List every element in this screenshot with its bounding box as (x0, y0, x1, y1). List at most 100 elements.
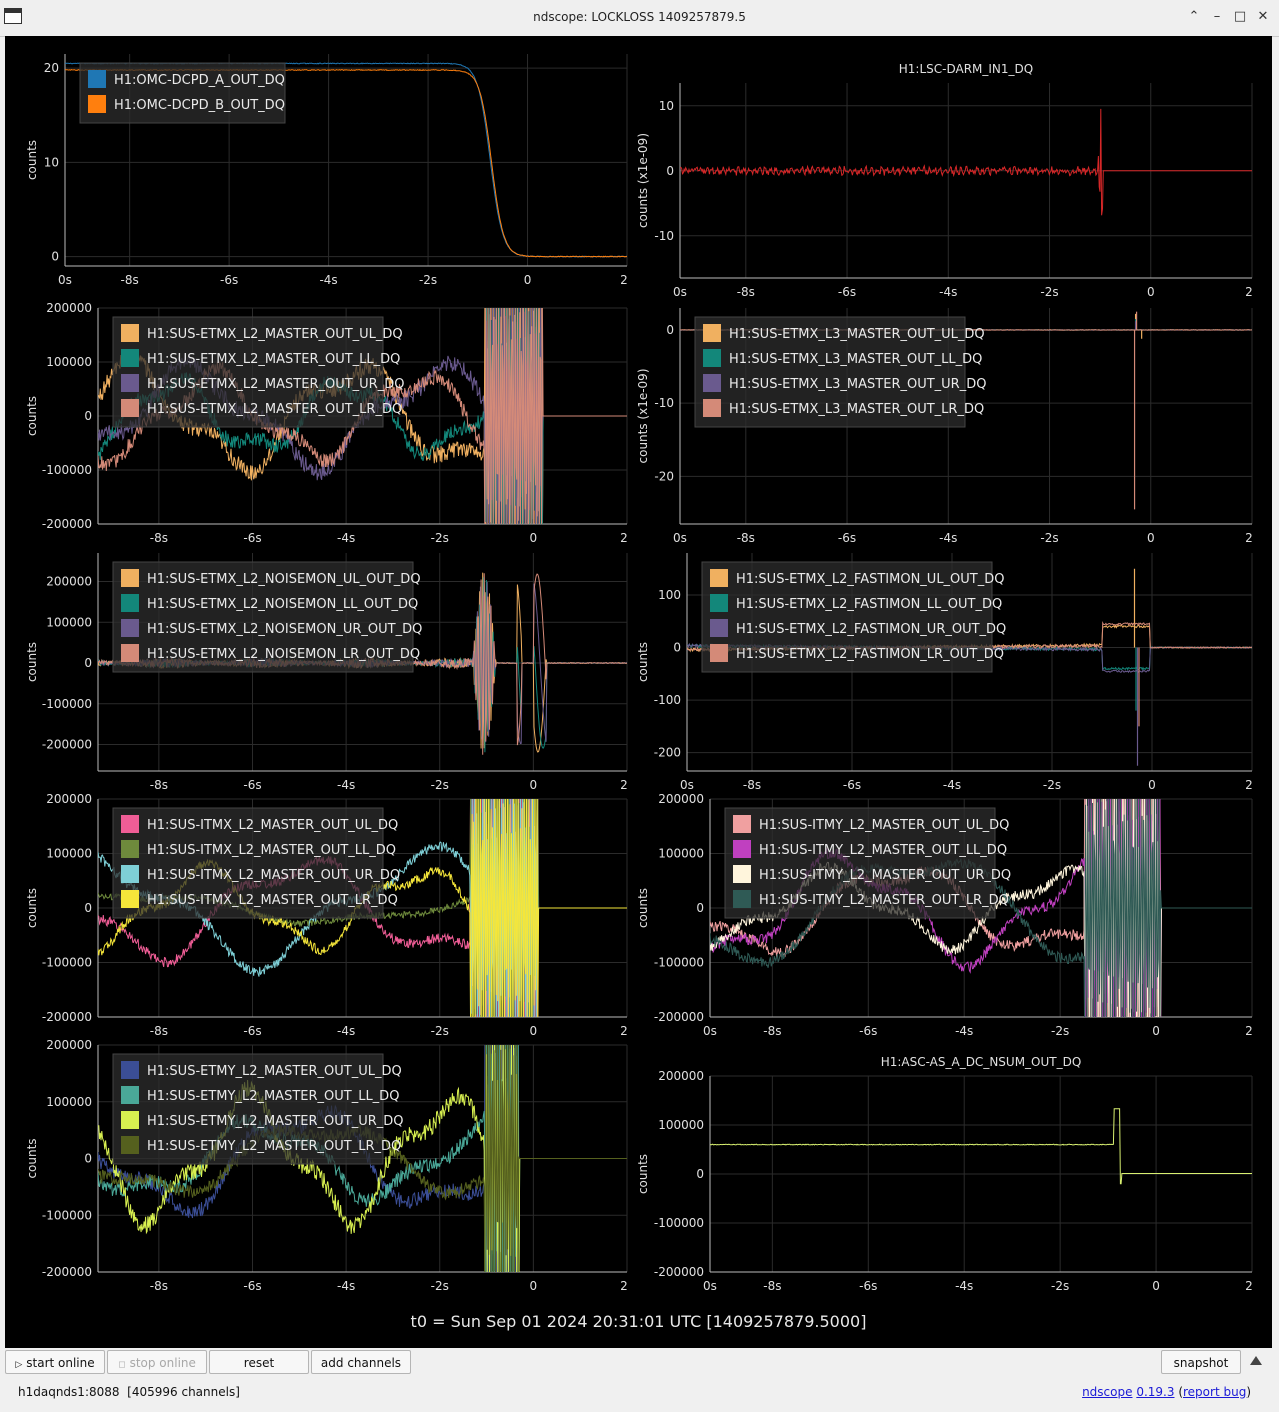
plot-title: H1:LSC-DARM_IN1_DQ (899, 62, 1033, 76)
x-tick-label: -6s (220, 273, 238, 287)
snapshot-button[interactable]: snapshot (1161, 1350, 1241, 1374)
legend-swatch (121, 840, 139, 858)
y-tick-label: 10 (44, 155, 59, 169)
y-tick-label: -200000 (654, 1010, 704, 1024)
plot-6[interactable]: -200 -100 0 100 0s -8s -6s -4s -2s 0 2 counts H1:SUS… (636, 553, 1253, 792)
report-bug-link[interactable]: report bug (1183, 1385, 1247, 1399)
legend-swatch (88, 70, 106, 88)
y-tick-label: 100000 (46, 847, 92, 861)
x-tick-label: -4s (337, 1024, 355, 1038)
shade-window-button[interactable]: ⌃ (1188, 9, 1200, 24)
legend-label: H1:SUS-ETMX_L3_MASTER_OUT_UL_DQ (729, 327, 985, 342)
legend-swatch (703, 374, 721, 392)
snapshot-menu-arrow-icon[interactable] (1250, 1356, 1262, 1365)
legend-swatch (121, 1111, 139, 1129)
plot-1[interactable]: 0 10 20 0s -8s -6s -4s -2s 0 2 counts H1:OMC-DCPD_A… (25, 54, 628, 287)
plot-9[interactable]: -200000 -100000 0 100000 200000 -8s -6s -4s -2s 0… (25, 1011, 628, 1306)
plot-5[interactable]: -200000 -100000 0 100000 200000 -8s -6s -4s -2s 0… (25, 553, 628, 792)
y-tick-label: -200000 (654, 1265, 704, 1279)
x-tick-label: -8s (150, 1279, 168, 1293)
plot-area[interactable]: 0 10 20 0s -8s -6s -4s -2s 0 2 counts H1:OMC-DCPD_A… (5, 36, 1272, 1348)
ndscope-link[interactable]: ndscope (1082, 1385, 1133, 1399)
x-tick-label: 0s (58, 273, 72, 287)
legend-swatch (121, 815, 139, 833)
legend-swatch (88, 95, 106, 113)
plot-4[interactable]: -20 -10 0 0s -8s -6s -4s -2s 0 2 counts (x1e-09) H1… (636, 308, 1253, 545)
y-tick-label: -10 (654, 396, 674, 410)
legend[interactable]: H1:SUS-ETMY_L2_MASTER_OUT_UL_DQ H1:SUS-ET… (112, 1053, 404, 1165)
legend-swatch (703, 349, 721, 367)
series-line (710, 1108, 1252, 1185)
legend[interactable]: H1:SUS-ETMX_L2_MASTER_OUT_UL_DQ H1:SUS-ET… (112, 316, 404, 428)
x-tick-label: 2 (620, 778, 628, 792)
y-axis-label: counts (636, 888, 650, 928)
legend[interactable]: H1:SUS-ITMY_L2_MASTER_OUT_UL_DQ H1:SUS-IT… (724, 807, 1011, 919)
x-tick-label: -2s (1043, 778, 1061, 792)
legend[interactable]: H1:SUS-ETMX_L2_FASTIMON_UL_OUT_DQ H1:SUS-… (701, 561, 1006, 673)
start-online-button[interactable]: ▷ start online (5, 1350, 105, 1374)
version-link[interactable]: 0.19.3 (1136, 1385, 1175, 1399)
y-tick-label: -200000 (42, 517, 92, 531)
y-tick-label: 0 (666, 323, 674, 337)
legend-label: H1:SUS-ETMX_L3_MASTER_OUT_LR_DQ (729, 402, 984, 417)
x-tick-label: -2s (1040, 531, 1058, 545)
close-button[interactable]: ✕ (1257, 9, 1269, 24)
stop-online-button[interactable]: ◻ stop online (107, 1350, 207, 1374)
y-tick-label: 20 (44, 61, 59, 75)
legend-label: H1:SUS-ETMX_L2_NOISEMON_UR_OUT_DQ (147, 622, 422, 637)
legend-label: H1:SUS-ETMX_L2_MASTER_OUT_LL_DQ (147, 352, 400, 367)
x-tick-label: -6s (843, 778, 861, 792)
legend-swatch (121, 399, 139, 417)
x-tick-label: 0s (680, 778, 694, 792)
legend[interactable]: H1:SUS-ETMX_L2_NOISEMON_UL_OUT_DQ H1:SUS-… (112, 561, 422, 673)
x-tick-label: -2s (1051, 1024, 1069, 1038)
legend-label: H1:SUS-ETMX_L2_FASTIMON_LR_OUT_DQ (736, 647, 1004, 662)
legend-swatch (121, 349, 139, 367)
window-icon[interactable] (4, 8, 22, 24)
maximize-button[interactable]: □ (1233, 9, 1247, 24)
legend-label: H1:OMC-DCPD_A_OUT_DQ (114, 73, 285, 88)
y-tick-label: 100000 (46, 355, 92, 369)
legend-label: H1:SUS-ETMY_L2_MASTER_OUT_LL_DQ (147, 1089, 399, 1104)
legend-label: H1:OMC-DCPD_B_OUT_DQ (114, 98, 285, 113)
t0-label: t0 = Sun Sep 01 2024 20:31:01 UTC [14092… (410, 1312, 867, 1331)
y-tick-label: 0 (51, 250, 59, 264)
legend-box (112, 561, 414, 673)
y-tick-label: -100000 (42, 463, 92, 477)
legend-box (79, 62, 286, 124)
x-tick-label: 2 (620, 1279, 628, 1293)
legend-label: H1:SUS-ETMX_L2_FASTIMON_LL_OUT_DQ (736, 597, 1002, 612)
x-tick-label: -2s (419, 273, 437, 287)
legend[interactable]: H1:SUS-ITMX_L2_MASTER_OUT_UL_DQ H1:SUS-IT… (112, 807, 400, 919)
y-axis-label: counts (636, 642, 650, 682)
legend-label: H1:SUS-ITMY_L2_MASTER_OUT_LR_DQ (759, 893, 1009, 908)
plot-10[interactable]: -200000 -100000 0 100000 200000 0s -8s -6s -4s -2… (636, 1055, 1253, 1293)
y-tick-label: 100000 (658, 1118, 704, 1132)
x-tick-label: 0 (530, 1279, 538, 1293)
add-channels-button[interactable]: add channels (311, 1350, 411, 1374)
legend-box (701, 561, 993, 673)
y-tick-label: 0 (673, 641, 681, 655)
x-tick-label: 0s (673, 285, 687, 299)
legend[interactable]: H1:SUS-ETMX_L3_MASTER_OUT_UL_DQ H1:SUS-ET… (694, 316, 986, 428)
plot-7[interactable]: -200000 -100000 0 100000 200000 -8s -6s -4s -2s 0… (25, 766, 628, 1049)
x-tick-label: -8s (737, 285, 755, 299)
y-tick-label: 100 (658, 588, 681, 602)
plot-3[interactable]: -200000 -100000 0 100000 200000 -8s -6s -4s -2s 0… (25, 281, 628, 551)
x-tick-label: -8s (150, 778, 168, 792)
legend-label: H1:SUS-ETMY_L2_MASTER_OUT_UL_DQ (147, 1064, 402, 1079)
x-tick-label: 0s (703, 1024, 717, 1038)
legend-box (112, 1053, 384, 1165)
series-line (680, 108, 1252, 216)
minimize-button[interactable]: – (1213, 9, 1221, 24)
legend-swatch (121, 644, 139, 662)
legend[interactable]: H1:OMC-DCPD_A_OUT_DQ H1:OMC-DCPD_B_OUT_DQ (79, 62, 286, 124)
y-tick-label: -100000 (42, 1208, 92, 1222)
reset-button[interactable]: reset (209, 1350, 309, 1374)
y-tick-label: 200000 (658, 1069, 704, 1083)
x-tick-label: -6s (859, 1279, 877, 1293)
y-tick-label: 200000 (46, 301, 92, 315)
plot-2[interactable]: -10 0 10 0s -8s -6s -4s -2s 0 2 counts (x1e-09) H1:… (636, 62, 1253, 299)
